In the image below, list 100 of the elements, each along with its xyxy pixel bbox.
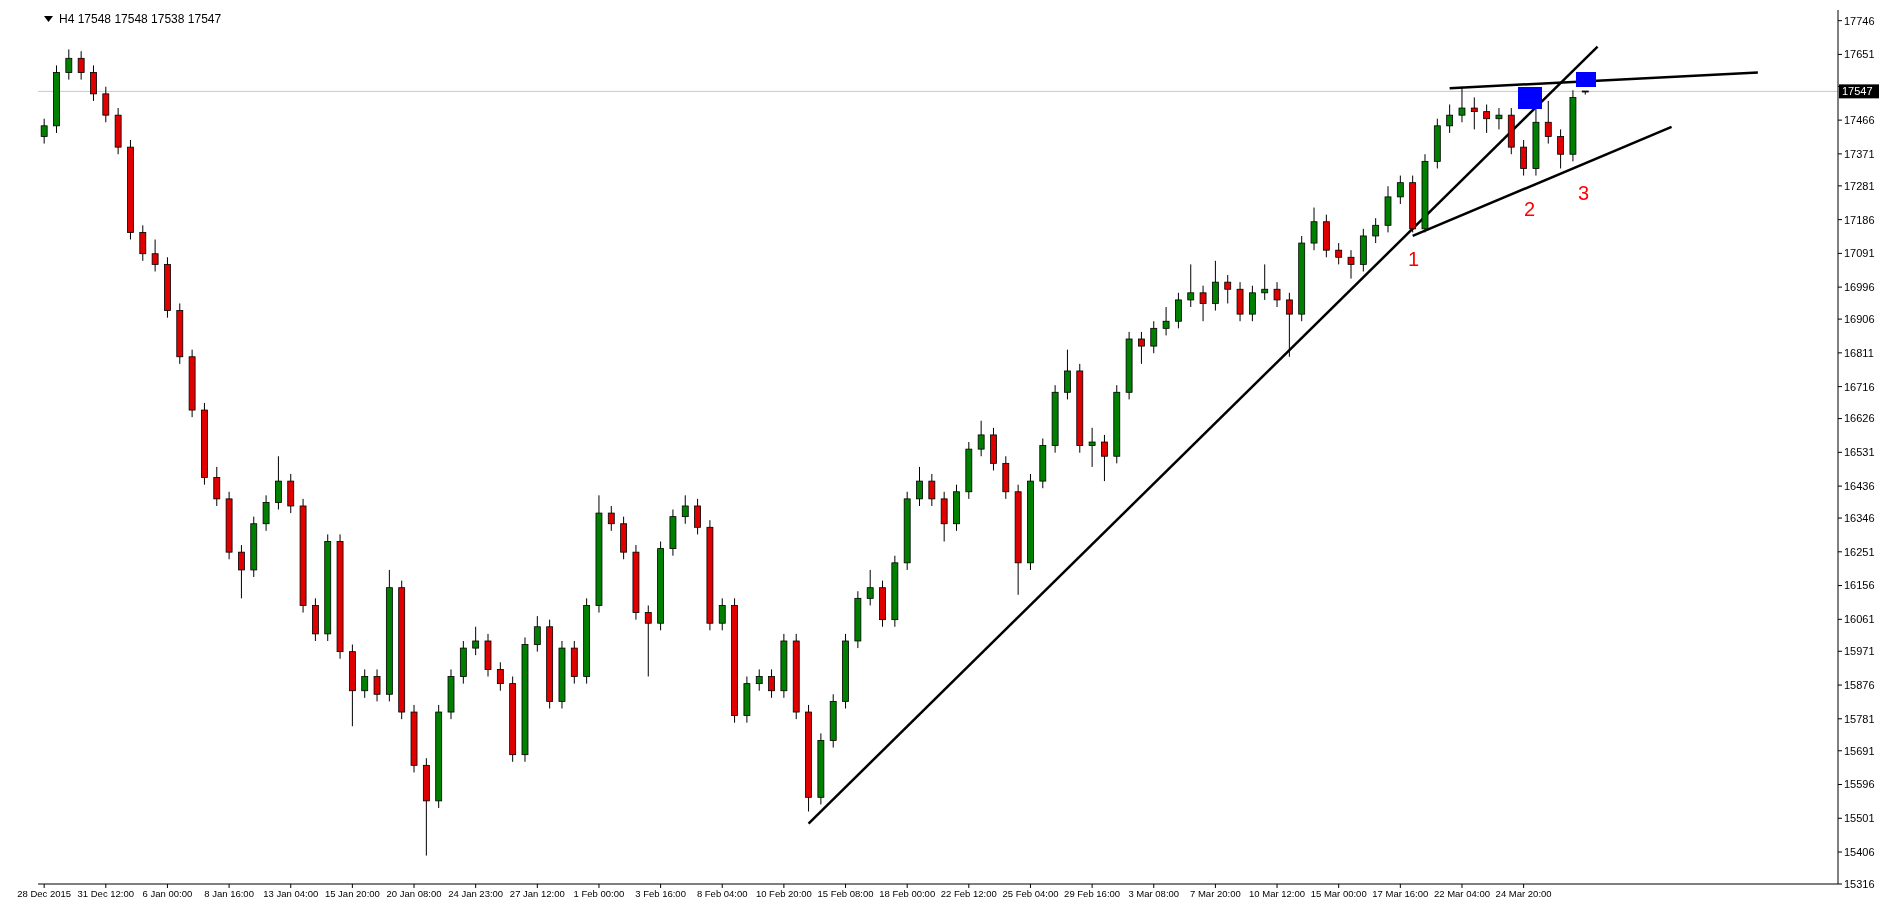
y-tick-label: 16436 [1844, 479, 1875, 492]
candlestick [77, 50, 85, 81]
y-tick-label: 16906 [1844, 313, 1875, 325]
candlestick [718, 597, 726, 631]
candlestick [1138, 331, 1145, 365]
candlestick [1150, 320, 1158, 354]
candlestick [1372, 217, 1380, 244]
candlestick [65, 48, 73, 81]
candlestick [533, 615, 541, 653]
candlestick [1544, 100, 1552, 145]
candlestick [213, 466, 221, 507]
annotation: 2 [1524, 198, 1536, 221]
candlestick [1101, 434, 1108, 482]
candlestick [90, 64, 97, 102]
y-tick-label: 17281 [1844, 179, 1875, 192]
candlestick [866, 569, 874, 606]
y-tick-label: 15781 [1844, 712, 1875, 725]
x-tick-label: 27 Jan 12:00 [509, 887, 565, 899]
candlestick [916, 466, 923, 507]
candlestick [1310, 207, 1318, 251]
y-tick-label: 16996 [1844, 281, 1875, 294]
x-tick-label: 15 Feb 08:00 [817, 887, 874, 899]
candlestick [1199, 285, 1207, 322]
x-tick-label: 10 Mar 12:00 [1249, 887, 1306, 899]
x-tick-label: 25 Feb 04:00 [1002, 887, 1059, 899]
x-tick-label: 29 Feb 16:00 [1064, 887, 1121, 899]
x-tick-label: 22 Feb 12:00 [940, 887, 997, 899]
y-tick-label: 16811 [1844, 346, 1874, 359]
candlestick [1248, 285, 1256, 322]
y-tick-label: 16531 [1844, 446, 1875, 459]
candlestick [1483, 104, 1491, 134]
x-tick-label: 8 Feb 04:00 [696, 887, 748, 899]
x-tick-label: 24 Jan 23:00 [448, 887, 504, 899]
y-tick-label: 15971 [1844, 645, 1875, 658]
x-tick-label: 3 Mar 08:00 [1128, 887, 1180, 899]
x-tick-label: 17 Mar 16:00 [1372, 887, 1429, 899]
candlestick [472, 626, 480, 656]
x-tick-label: 20 Jan 08:00 [386, 887, 442, 899]
candlestick [40, 118, 48, 145]
x-tick-label: 13 Jan 04:00 [263, 887, 319, 899]
candlestick [768, 668, 775, 699]
y-tick-label: 17746 [1844, 14, 1875, 27]
ref-line-label: 17547 [1842, 85, 1873, 98]
candlestick [1285, 292, 1293, 358]
x-tick-label: 15 Jan 20:00 [324, 887, 380, 899]
candlestick [1088, 427, 1096, 468]
candlestick [1064, 349, 1071, 400]
y-tick-label: 16346 [1844, 511, 1875, 524]
candlestick [1347, 249, 1355, 280]
y-tick-label: 17466 [1844, 114, 1875, 127]
candlestick [755, 668, 763, 692]
y-tick-label: 15406 [1844, 845, 1875, 858]
x-tick-label: 6 Jan 00:00 [142, 887, 193, 899]
x-tick-label: 31 Dec 12:00 [77, 887, 135, 899]
y-tick-label: 16626 [1844, 412, 1875, 425]
candlestick [275, 455, 282, 511]
x-tick-label: 15 Mar 00:00 [1310, 887, 1367, 899]
candlestick [1261, 263, 1269, 301]
candlestick [1212, 260, 1219, 312]
candlestick [681, 494, 689, 525]
x-tick-label: 1 Feb 00:00 [573, 887, 625, 899]
y-tick-label: 15876 [1844, 678, 1875, 691]
candlestick [607, 505, 615, 532]
candlestick [373, 668, 381, 702]
candlestick [1470, 96, 1478, 130]
candlestick [262, 494, 270, 532]
x-tick-label: 10 Feb 20:00 [755, 887, 812, 899]
y-tick-label: 15316 [1844, 877, 1875, 890]
y-tick-label: 17371 [1844, 147, 1875, 160]
candlestick [1162, 306, 1170, 336]
y-tick-label: 15596 [1844, 778, 1875, 791]
candlestick [1396, 175, 1404, 205]
candlestick [1335, 242, 1343, 265]
candlestick [644, 604, 652, 678]
candlestick [1520, 139, 1528, 177]
candlestick [1446, 104, 1454, 134]
y-tick-label: 16251 [1844, 545, 1875, 558]
candlestick [977, 420, 985, 457]
x-tick-label: 8 Jan 16:00 [204, 887, 254, 899]
annotation: 1 [1408, 248, 1420, 271]
candlestick [1495, 107, 1503, 130]
y-tick-label: 17186 [1844, 213, 1875, 226]
candlestick [928, 473, 936, 507]
x-tick-label: 7 Mar 20:00 [1190, 887, 1241, 899]
candlestick [139, 224, 147, 262]
y-tick-label: 17091 [1844, 247, 1875, 260]
chart-title: H4 17548 17548 17538 17547 [59, 12, 222, 26]
y-tick-label: 16716 [1844, 380, 1875, 393]
candlestick [1557, 128, 1564, 169]
x-tick-label: 3 Feb 16:00 [635, 887, 686, 899]
x-tick-label: 24 Mar 20:00 [1495, 887, 1552, 899]
candlestick [1175, 292, 1182, 329]
y-tick-label: 17651 [1844, 48, 1875, 61]
candlestick [496, 661, 504, 692]
y-tick-label: 16156 [1844, 579, 1875, 592]
candlestick [361, 668, 369, 699]
annotation: 3 [1578, 182, 1590, 205]
candlestick [238, 544, 245, 599]
x-tick-label: 22 Mar 04:00 [1433, 887, 1490, 899]
y-tick-label: 16061 [1844, 613, 1875, 626]
